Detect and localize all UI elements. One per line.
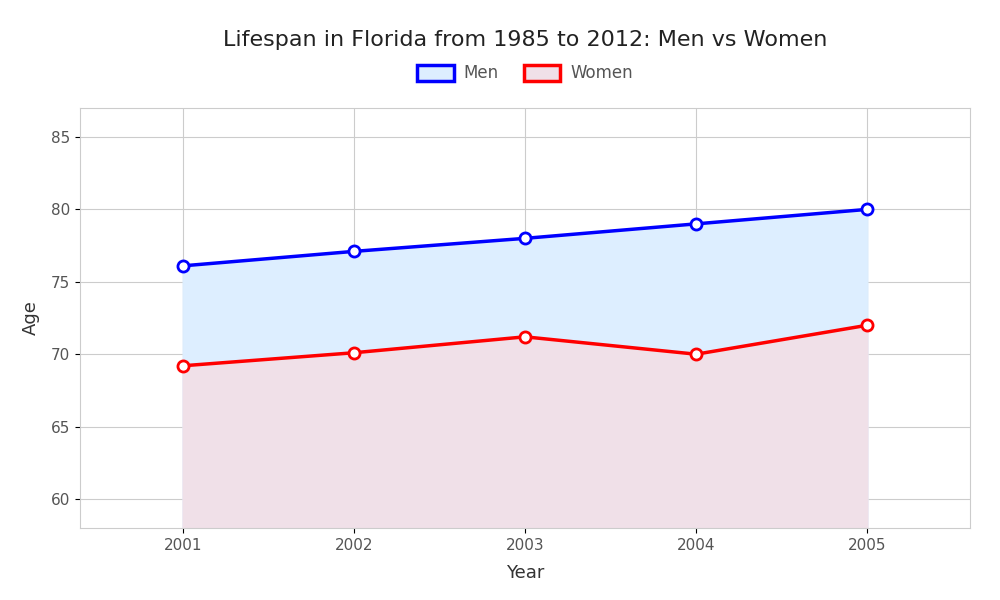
Y-axis label: Age: Age bbox=[22, 301, 40, 335]
X-axis label: Year: Year bbox=[506, 564, 544, 582]
Title: Lifespan in Florida from 1985 to 2012: Men vs Women: Lifespan in Florida from 1985 to 2012: M… bbox=[223, 29, 827, 49]
Legend: Men, Women: Men, Women bbox=[410, 58, 640, 89]
